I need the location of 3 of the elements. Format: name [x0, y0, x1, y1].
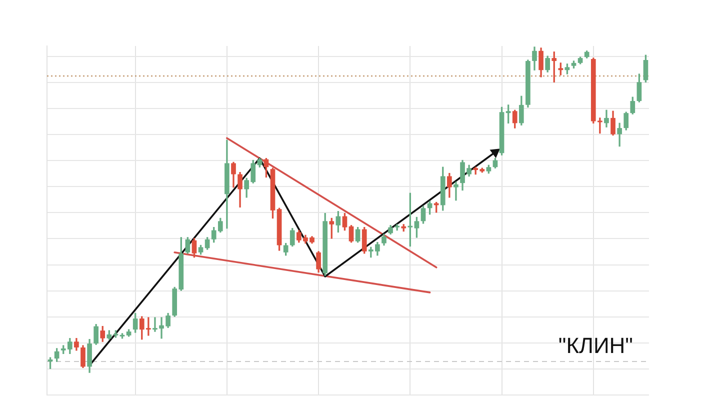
candlestick: [454, 182, 458, 201]
annotation: "КЛИН": [558, 333, 633, 358]
candlestick: [394, 224, 400, 231]
